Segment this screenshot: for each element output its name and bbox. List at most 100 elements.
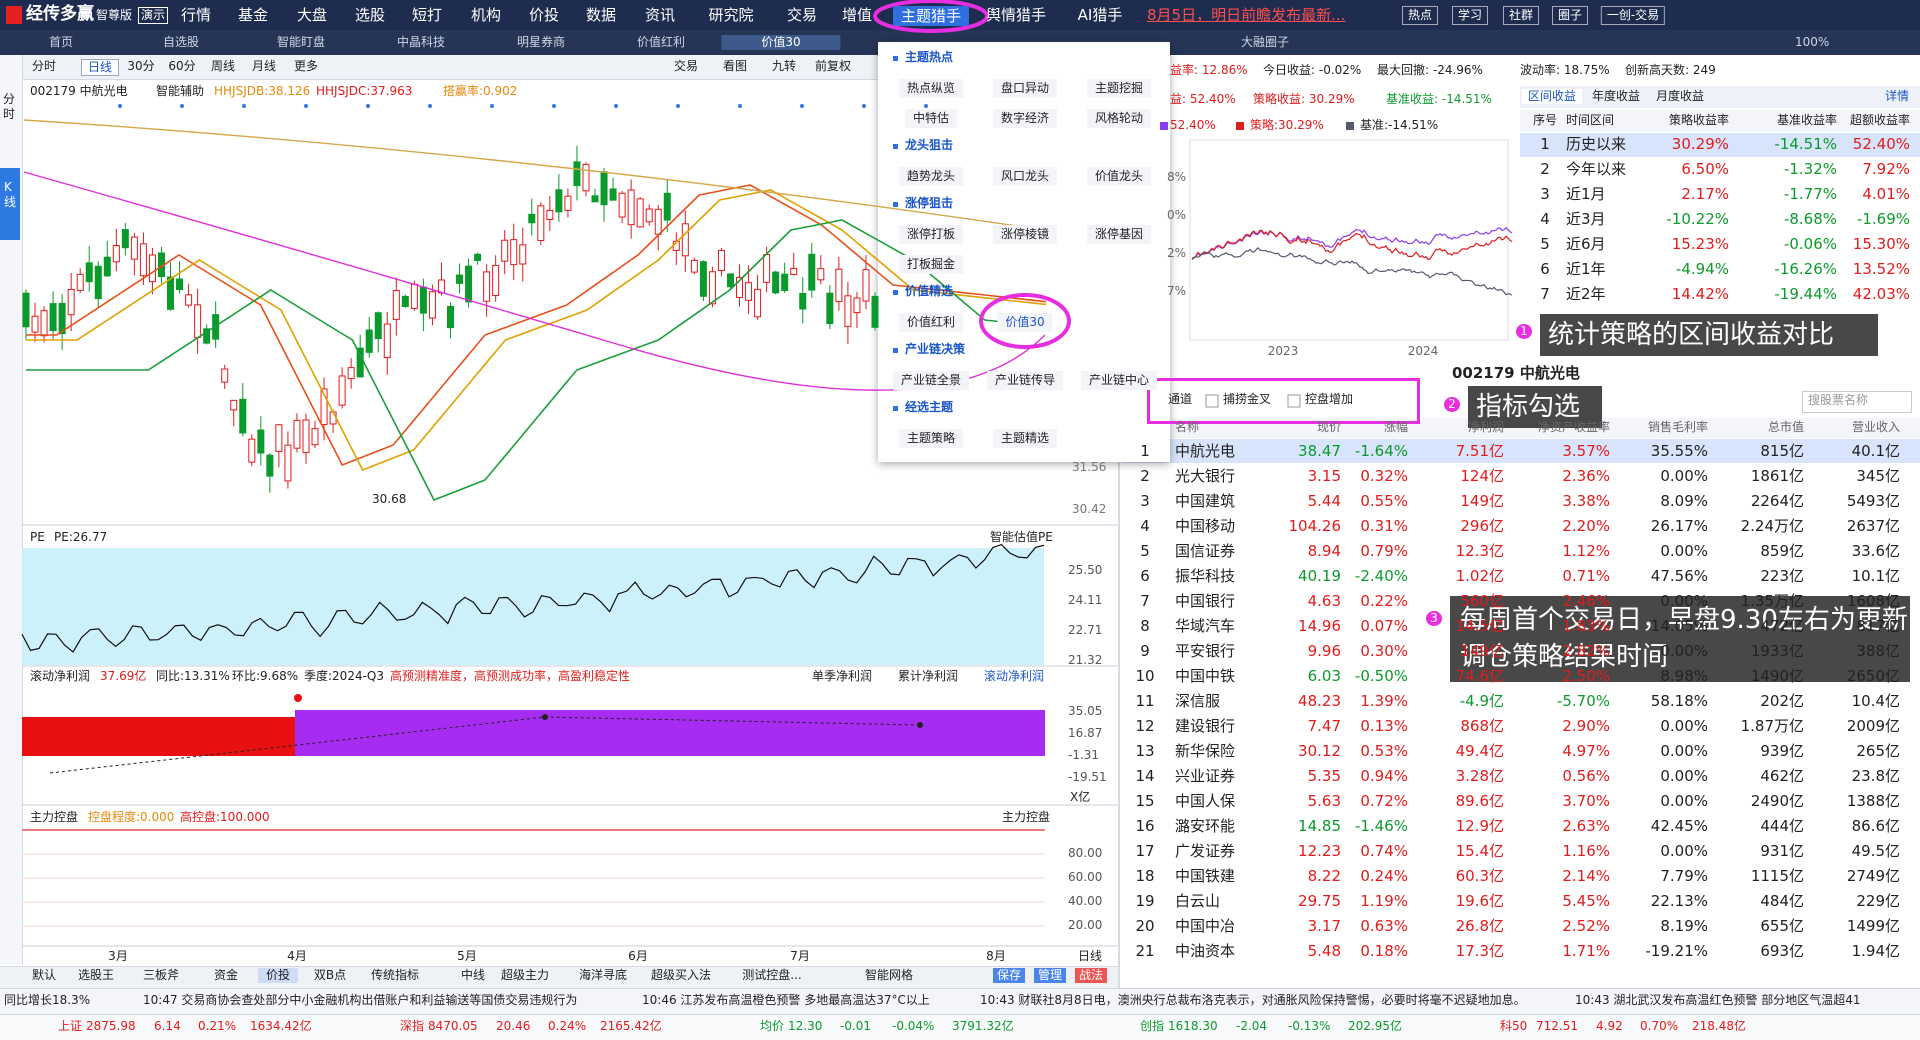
period-button[interactable]: 更多 <box>293 59 319 73</box>
period-button[interactable]: 分时 <box>31 59 57 73</box>
assist-toggle[interactable]: 智能辅助 <box>156 84 205 98</box>
menu-option[interactable]: 风口龙头 <box>992 167 1058 186</box>
period-button[interactable]: 日线 <box>80 59 120 76</box>
menu-option[interactable]: 打板掘金 <box>898 255 964 274</box>
index-name[interactable]: 科50 <box>1500 1019 1528 1033</box>
indicator-tab[interactable]: 中线 <box>460 968 486 982</box>
tab[interactable]: 价值红利 <box>636 35 686 49</box>
index-amount[interactable]: 1634.42亿 <box>250 1019 312 1033</box>
menu-item[interactable]: 大盘 <box>296 6 328 24</box>
indicator-tab[interactable]: 超级买入法 <box>650 968 712 982</box>
menu-item[interactable]: 基金 <box>237 6 269 24</box>
tab[interactable]: 大融圈子 <box>1240 35 1290 49</box>
side-tab[interactable]: 分时 <box>3 92 16 121</box>
tab[interactable]: 自选股 <box>162 35 200 49</box>
index-change[interactable]: -0.01 <box>840 1019 872 1033</box>
tool-button[interactable]: 九转 <box>771 59 797 73</box>
index-price[interactable]: 1618.30 <box>1168 1019 1218 1033</box>
index-amount[interactable]: 218.48亿 <box>1692 1019 1746 1033</box>
menu-item[interactable]: 主题猎手 <box>892 6 970 26</box>
indicator-tab[interactable]: 选股王 <box>77 968 115 982</box>
index-price[interactable]: 2875.98 <box>86 1019 136 1033</box>
checkbox-label[interactable]: 捕捞金叉 <box>1223 392 1272 406</box>
column-header[interactable]: 现价 <box>1316 420 1341 434</box>
indicator-tab[interactable]: 智能网格 <box>864 968 914 982</box>
menu-item[interactable]: 交易 <box>786 6 818 24</box>
tool-button[interactable]: 看图 <box>722 59 748 73</box>
menu-item[interactable]: 资讯 <box>644 6 676 24</box>
index-pct[interactable]: 0.70% <box>1640 1019 1679 1033</box>
menu-option[interactable]: 产业链全景 <box>892 371 970 390</box>
index-price[interactable]: 12.30 <box>788 1019 823 1033</box>
top-button[interactable]: 圈子 <box>1551 6 1589 25</box>
notice[interactable]: 8月5日，明日前瞻发布最新... <box>1147 6 1346 24</box>
menu-option[interactable]: 趋势龙头 <box>898 167 964 186</box>
top-button[interactable]: 社群 <box>1502 6 1540 25</box>
index-name[interactable]: 深指 <box>400 1019 425 1033</box>
column-header[interactable]: 销售毛利率 <box>1647 420 1708 434</box>
action-button[interactable]: 管理 <box>1033 968 1067 983</box>
top-button[interactable]: 学习 <box>1451 6 1489 25</box>
index-pct[interactable]: -0.04% <box>892 1019 935 1033</box>
indicator-tab[interactable]: 三板斧 <box>142 968 180 982</box>
column-header[interactable]: 名称 <box>1175 420 1200 434</box>
period-button[interactable]: 月线 <box>251 59 277 73</box>
menu-option[interactable]: 产业链中心 <box>1080 371 1158 390</box>
menu-item[interactable]: AI猎手 <box>1077 6 1123 24</box>
indicator-tab[interactable]: 资金 <box>213 968 239 982</box>
menu-option[interactable]: 主题挖掘 <box>1086 79 1152 98</box>
period-button[interactable]: 周线 <box>210 59 236 73</box>
menu-item[interactable]: 价投 <box>528 6 560 24</box>
index-change[interactable]: 20.46 <box>496 1019 531 1033</box>
action-button[interactable]: 战法 <box>1074 968 1108 983</box>
indicator-tab[interactable]: 超级主力 <box>500 968 550 982</box>
menu-item[interactable]: 增值 <box>841 6 873 24</box>
period-button[interactable]: 30分 <box>127 59 155 73</box>
indicator-tab[interactable]: 测试控盘... <box>742 968 802 982</box>
index-change[interactable]: 6.14 <box>154 1019 181 1033</box>
indicator-tab[interactable]: 双B点 <box>313 968 347 982</box>
column-header[interactable]: 净利润 <box>1467 420 1504 434</box>
menu-option[interactable]: 盘口异动 <box>992 79 1058 98</box>
returns-tab[interactable]: 区间收益 <box>1521 89 1583 104</box>
menu-option[interactable]: 风格轮动 <box>1086 109 1152 128</box>
index-price[interactable]: 712.51 <box>1536 1019 1578 1033</box>
index-price[interactable]: 8470.05 <box>428 1019 478 1033</box>
menu-option[interactable]: 价值龙头 <box>1086 167 1152 186</box>
menu-option[interactable]: 数字经济 <box>992 109 1058 128</box>
menu-item[interactable]: 短打 <box>411 6 443 24</box>
column-header[interactable]: 涨幅 <box>1383 420 1408 434</box>
indicator-tab[interactable]: 海洋寻底 <box>578 968 628 982</box>
index-change[interactable]: 4.92 <box>1596 1019 1623 1033</box>
menu-option[interactable]: 产业链传导 <box>986 371 1064 390</box>
search-box[interactable] <box>1802 391 1912 413</box>
kline-button[interactable] <box>0 168 20 240</box>
detail-link[interactable]: 详情 <box>1885 89 1910 103</box>
menu-item[interactable]: 行情 <box>180 6 212 24</box>
column-header[interactable]: 营业收入 <box>1851 420 1900 434</box>
menu-option[interactable]: 价值红利 <box>898 313 964 332</box>
menu-item[interactable]: 机构 <box>470 6 502 24</box>
top-button[interactable]: 一创-交易 <box>1600 6 1666 25</box>
index-amount[interactable]: 202.95亿 <box>1348 1019 1402 1033</box>
menu-option[interactable]: 涨停打板 <box>898 225 964 244</box>
tab[interactable]: 首页 <box>48 35 74 49</box>
index-amount[interactable]: 3791.32亿 <box>952 1019 1014 1033</box>
checkbox-label[interactable]: 控盘增加 <box>1305 392 1354 406</box>
tab[interactable]: 智能盯盘 <box>276 35 326 49</box>
index-pct[interactable]: 0.24% <box>548 1019 587 1033</box>
tab[interactable]: 价值30 <box>721 35 841 50</box>
mode-tab[interactable]: 累计净利润 <box>898 669 959 683</box>
news-item[interactable]: 同比增长18.3% <box>4 993 91 1007</box>
indicator-tab[interactable]: 默认 <box>31 968 57 982</box>
top-button[interactable]: 热点 <box>1401 6 1439 25</box>
news-item[interactable]: 10:43 湖北武汉发布高温红色预警 部分地区气温超41 <box>1575 993 1861 1007</box>
menu-item[interactable]: 舆情猎手 <box>985 6 1047 24</box>
checkbox-label[interactable]: 通道 <box>1168 392 1193 406</box>
index-name[interactable]: 创指 <box>1140 1019 1165 1033</box>
tab[interactable]: 中晶科技 <box>396 35 446 49</box>
returns-tab[interactable]: 年度收益 <box>1591 89 1641 103</box>
indicator-tab[interactable]: 传统指标 <box>370 968 420 982</box>
menu-item[interactable]: 数据 <box>585 6 617 24</box>
menu-option[interactable]: 热点纵览 <box>898 79 964 98</box>
